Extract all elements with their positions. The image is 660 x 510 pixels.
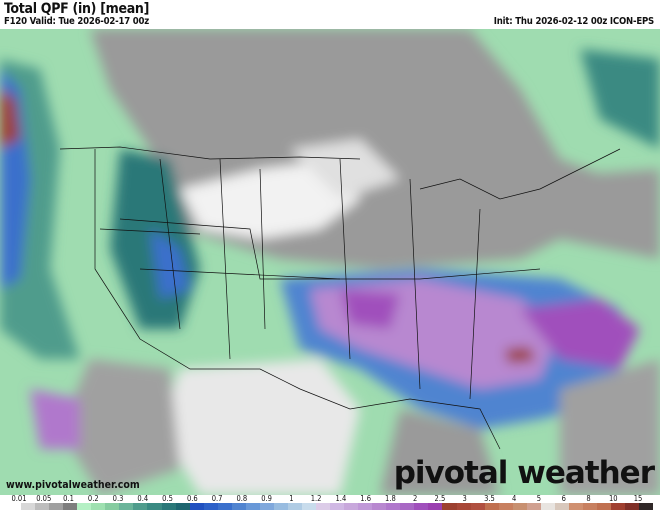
colorbar-tick-label: 0.1 xyxy=(63,494,74,503)
colorbar-swatch xyxy=(287,503,302,510)
dry-plains-region xyxy=(180,159,360,239)
colorbar-swatch xyxy=(442,503,457,510)
colorbar-tick-label: 0.3 xyxy=(112,494,124,503)
colorbar-swatch xyxy=(526,503,541,510)
colorbar-swatch xyxy=(217,503,232,510)
colorbar-tick-label: 0.5 xyxy=(162,494,173,503)
colorbar-swatch xyxy=(470,503,485,510)
colorbar-swatch xyxy=(611,503,626,510)
colorbar-tick-label: 0.01 xyxy=(11,494,27,503)
colorbar-swatch xyxy=(316,503,331,510)
colorbar-legend: 0.01 0.05 0.1 0.2 0.3 0.4 0.5 0.6 0.7 0.8 0.9 1 1.2 1… xyxy=(0,494,660,510)
colorbar-swatch xyxy=(625,503,640,510)
colorbar-swatch xyxy=(414,503,429,510)
colorbar-tick-label: 6 xyxy=(561,494,566,503)
colorbar-tick-label: 0.6 xyxy=(186,494,198,503)
colorbar-tick-label: 4 xyxy=(512,494,517,503)
colorbar-swatch xyxy=(386,503,401,510)
colorbar-tick-label: 0.9 xyxy=(261,494,272,503)
map-title: Total QPF (in) [mean] xyxy=(4,1,150,17)
colorbar-swatch xyxy=(540,503,555,510)
colorbar-tick-label: 0.2 xyxy=(87,494,99,503)
colorbar-swatch xyxy=(7,503,22,510)
colorbar-tick-label: 1 xyxy=(289,494,294,503)
colorbar-ticks: 0.01 0.05 0.1 0.2 0.3 0.4 0.5 0.6 0.7 0.8 0.9 1 1.2 1… xyxy=(0,494,660,503)
colorbar-swatches xyxy=(7,503,654,510)
colorbar-tick-label: 2 xyxy=(413,494,418,503)
colorbar-tick-label: 1.2 xyxy=(310,494,322,503)
colorbar-swatch xyxy=(358,503,373,510)
colorbar-swatch xyxy=(49,503,64,510)
colorbar-swatch xyxy=(105,503,120,510)
heavy-rain-core xyxy=(505,347,535,363)
colorbar-tick-label: 15 xyxy=(633,494,643,503)
colorbar-swatch xyxy=(259,503,274,510)
colorbar-tick-label: 1.4 xyxy=(335,494,347,503)
colorbar-tick-label: 0.05 xyxy=(36,494,52,503)
colorbar-tick-label: 1.8 xyxy=(385,494,396,503)
colorbar-swatch xyxy=(147,503,162,510)
colorbar-swatch xyxy=(203,503,218,510)
colorbar-tick-label: 5 xyxy=(536,494,542,503)
colorbar-swatch xyxy=(21,503,36,510)
colorbar-tick-label: 1.6 xyxy=(360,494,371,503)
valid-time: F120 Valid: Tue 2026-02-17 00z xyxy=(4,16,150,27)
colorbar-swatch xyxy=(582,503,597,510)
colorbar-swatch xyxy=(639,503,654,510)
colorbar-swatch xyxy=(372,503,387,510)
colorbar-swatch xyxy=(175,503,190,510)
colorbar-swatch xyxy=(189,503,204,510)
colorbar-swatch xyxy=(400,503,415,510)
colorbar-swatch xyxy=(512,503,527,510)
colorbar-swatch xyxy=(484,503,499,510)
colorbar-swatch xyxy=(568,503,583,510)
colorbar-swatch xyxy=(428,503,443,510)
init-time: Init: Thu 2026-02-12 00z ICON-EPS xyxy=(493,16,654,27)
colorbar-swatch xyxy=(330,503,345,510)
colorbar-tick-label: 0.8 xyxy=(236,494,248,503)
colorbar-swatch xyxy=(273,503,288,510)
colorbar-tick-label: 10 xyxy=(608,494,618,503)
colorbar-tick-label: 3 xyxy=(462,494,467,503)
colorbar-swatch xyxy=(245,503,260,510)
colorbar-tick-label: 3.5 xyxy=(484,494,495,503)
website-label: www.pivotalweather.com xyxy=(6,479,140,491)
colorbar-swatch xyxy=(133,503,148,510)
pivotal-weather-logo: pivotal weather xyxy=(393,455,655,491)
colorbar-tick-label: 8 xyxy=(586,494,591,503)
precipitation-map xyxy=(0,29,660,495)
colorbar-swatch xyxy=(63,503,78,510)
colorbar-swatch xyxy=(161,503,176,510)
mexico-dry xyxy=(160,359,360,495)
colorbar-tick-label: 0.7 xyxy=(211,494,223,503)
colorbar-swatch xyxy=(456,503,471,510)
colorbar-swatch xyxy=(77,503,92,510)
colorbar-swatch xyxy=(554,503,569,510)
colorbar-swatch xyxy=(231,503,246,510)
colorbar-swatch xyxy=(596,503,612,510)
colorbar-swatch xyxy=(498,503,513,510)
colorbar-swatch xyxy=(119,503,134,510)
colorbar-swatch xyxy=(344,503,359,510)
colorbar-swatch xyxy=(35,503,50,510)
state-borders xyxy=(59,146,621,450)
colorbar-swatch xyxy=(301,503,317,510)
colorbar-swatch xyxy=(91,503,106,510)
colorbar-tick-label: 0.4 xyxy=(137,494,149,503)
colorbar-tick-label: 2.5 xyxy=(434,494,446,503)
